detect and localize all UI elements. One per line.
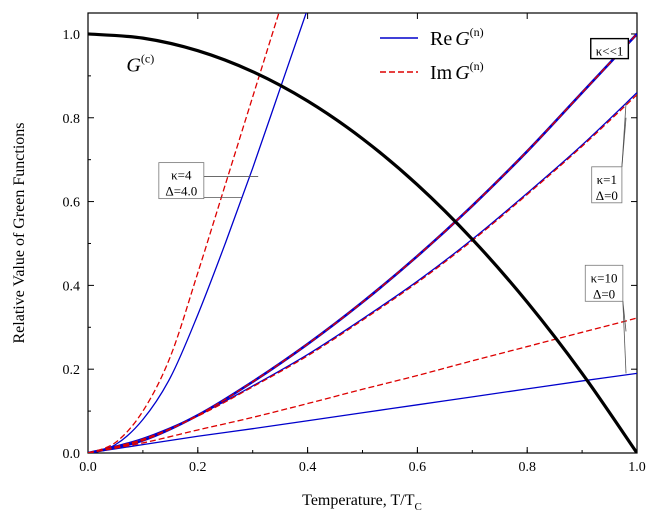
y-tick-label: 0.2 xyxy=(63,363,81,378)
curves xyxy=(88,13,637,453)
annotation-box xyxy=(590,37,630,60)
series-line-im xyxy=(88,33,637,453)
y-axis-label: Relative Value of Green Functions xyxy=(11,123,28,344)
annotation-pointer xyxy=(622,301,627,332)
annotation-label: κ=1 xyxy=(597,172,617,187)
x-tick-label: 0.0 xyxy=(79,460,97,475)
legend-symbol: G xyxy=(455,28,470,50)
x-axis-label: Temperature, T/TC xyxy=(302,492,422,513)
x-tick-label: 0.4 xyxy=(299,460,317,475)
annotations: G(c)κ=4Δ=4.0κ<<1κ=1Δ=0κ=10Δ=0 xyxy=(126,37,630,374)
legend-superscript: (n) xyxy=(470,59,484,73)
legend-symbol: G xyxy=(455,62,470,84)
annotation-pointer xyxy=(621,117,627,167)
x-tick-label: 0.8 xyxy=(518,460,536,475)
annotation-pointer xyxy=(622,301,627,374)
y-tick-label: 0.4 xyxy=(63,279,81,294)
annotation-box xyxy=(158,162,205,200)
axis-ticks: 0.0 0.2 0.4 0.6 0.8 1.0 0.0 0.2 0.4 0.6 0.8 1.0 xyxy=(63,13,646,475)
series-line-re xyxy=(88,33,637,453)
legend-superscript: (n) xyxy=(470,25,484,39)
gc-superscript: (c) xyxy=(141,52,154,66)
x-tick-label: 0.2 xyxy=(189,460,207,475)
x-tick-label: 1.0 xyxy=(628,460,646,475)
x-tick-label: 0.6 xyxy=(409,460,427,475)
annotation-label: Δ=0 xyxy=(596,188,618,203)
y-tick-label: 1.0 xyxy=(63,28,81,43)
series-line-im xyxy=(88,13,280,453)
annotation-label: κ=10 xyxy=(591,270,618,285)
annotation-box xyxy=(591,166,623,204)
annotation-label: κ<<1 xyxy=(596,44,624,59)
annotation-label: κ=4 xyxy=(171,168,192,183)
series-line-im xyxy=(88,94,637,453)
series-line-re xyxy=(88,13,307,453)
legend-label: Im G(n) xyxy=(430,59,484,84)
annotation-box xyxy=(584,264,624,302)
y-tick-label: 0.8 xyxy=(63,112,81,127)
y-tick-label: 0.6 xyxy=(63,196,81,211)
legend-label: Re G(n) xyxy=(430,25,484,50)
series-line-gc xyxy=(88,32,637,453)
legend-prefix: Re xyxy=(430,28,452,50)
annotation-label: Δ=0 xyxy=(593,286,615,301)
series-line-re xyxy=(88,372,637,453)
annotation-label: Δ=4.0 xyxy=(165,184,197,199)
gc-curve-label: G(c) xyxy=(126,52,154,77)
series-line-im xyxy=(88,317,637,453)
series-line-re xyxy=(88,92,637,453)
plot-frame xyxy=(87,12,638,454)
legend: Re G(n)Im G(n) xyxy=(380,25,484,84)
y-tick-label: 0.0 xyxy=(63,447,81,462)
legend-prefix: Im xyxy=(430,62,453,84)
